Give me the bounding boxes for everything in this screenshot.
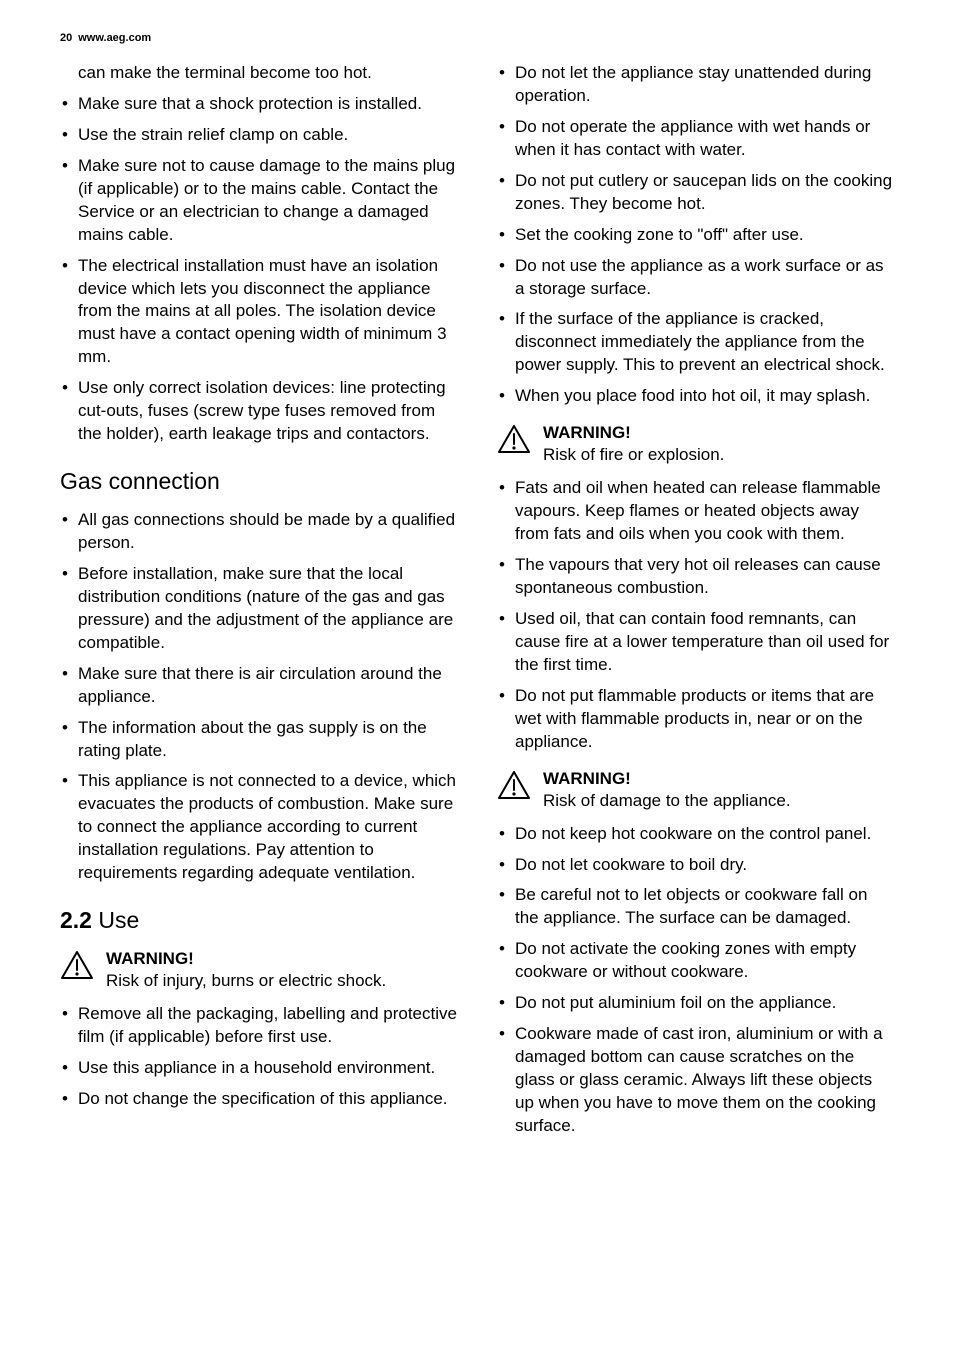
list-item: Do not use the appliance as a work surfa… [497, 255, 894, 301]
list-item: If the surface of the appliance is crack… [497, 308, 894, 377]
list-item: Used oil, that can contain food remnants… [497, 608, 894, 677]
list-item: Use only correct isolation devices: line… [60, 377, 457, 446]
section-use-heading: 2.2 Use [60, 907, 457, 934]
list-item-text: Fats and oil when heated can release fla… [515, 478, 881, 543]
list-item-text: Do not operate the appliance with wet ha… [515, 117, 870, 159]
list-item-text: Remove all the packaging, labelling and … [78, 1004, 457, 1046]
list-item: Do not put cutlery or saucepan lids on t… [497, 170, 894, 216]
list-item-text: Do not use the appliance as a work surfa… [515, 256, 884, 298]
list-item-text: Do not put aluminium foil on the applian… [515, 993, 836, 1012]
list-item-text: Used oil, that can contain food remnants… [515, 609, 889, 674]
warning-block-damage: WARNING! Risk of damage to the appliance… [497, 768, 894, 813]
page-number: 20 [60, 32, 72, 44]
list-item: Do not change the specification of this … [60, 1088, 457, 1111]
section-number: 2.2 [60, 907, 92, 933]
list-item: Do not let cookware to boil dry. [497, 854, 894, 877]
list-item-text: If the surface of the appliance is crack… [515, 309, 885, 374]
list-item: When you place food into hot oil, it may… [497, 385, 894, 408]
list-item: The vapours that very hot oil releases c… [497, 554, 894, 600]
list-item-text: Do not put flammable products or items t… [515, 686, 874, 751]
list-item: Fats and oil when heated can release fla… [497, 477, 894, 546]
list-item: Do not activate the cooking zones with e… [497, 938, 894, 984]
list-item-text: This appliance is not connected to a dev… [78, 771, 456, 882]
section-label: Use [98, 907, 139, 933]
list-item: The electrical installation must have an… [60, 255, 457, 370]
list-item: Cookware made of cast iron, aluminium or… [497, 1023, 894, 1138]
list-item-text: Do not keep hot cookware on the control … [515, 824, 871, 843]
warning-title: WARNING! [106, 948, 457, 970]
warning-triangle-icon [497, 770, 531, 800]
warning-subtitle: Risk of fire or explosion. [543, 444, 894, 467]
continuation-fragment: can make the terminal become too hot. [60, 62, 457, 85]
list-item: Do not let the appliance stay unattended… [497, 62, 894, 108]
list-item-text: Make sure not to cause damage to the mai… [78, 156, 455, 244]
content-columns: can make the terminal become too hot. Ma… [60, 62, 894, 1146]
right-column: Do not let the appliance stay unattended… [497, 62, 894, 1146]
list-item: Do not operate the appliance with wet ha… [497, 116, 894, 162]
list-item-text: Do not put cutlery or saucepan lids on t… [515, 171, 892, 213]
list-item: Make sure that a shock protection is ins… [60, 93, 457, 116]
list-item-text: The electrical installation must have an… [78, 256, 447, 367]
list-item-text: Set the cooking zone to "off" after use. [515, 225, 804, 244]
list-item-text: When you place food into hot oil, it may… [515, 386, 870, 405]
warning-triangle-icon [60, 950, 94, 980]
list-item-text: Do not let cookware to boil dry. [515, 855, 747, 874]
list-item: Use this appliance in a household enviro… [60, 1057, 457, 1080]
damage-risk-list: Do not keep hot cookware on the control … [497, 823, 894, 1138]
list-item-text: Do not let the appliance stay unattended… [515, 63, 871, 105]
list-item: Set the cooking zone to "off" after use. [497, 224, 894, 247]
list-item: Be careful not to let objects or cookwar… [497, 884, 894, 930]
list-item: Make sure not to cause damage to the mai… [60, 155, 457, 247]
list-item-text: Use only correct isolation devices: line… [78, 378, 446, 443]
list-item: Do not put flammable products or items t… [497, 685, 894, 754]
warning-subtitle: Risk of injury, burns or electric shock. [106, 970, 457, 993]
list-item: Make sure that there is air circulation … [60, 663, 457, 709]
left-column: can make the terminal become too hot. Ma… [60, 62, 457, 1146]
list-item: Use the strain relief clamp on cable. [60, 124, 457, 147]
list-item-text: The information about the gas supply is … [78, 718, 427, 760]
warning-triangle-icon [497, 424, 531, 454]
list-item-text: Be careful not to let objects or cookwar… [515, 885, 867, 927]
gas-connection-heading: Gas connection [60, 468, 457, 495]
list-item: The information about the gas supply is … [60, 717, 457, 763]
list-item-text: Make sure that there is air circulation … [78, 664, 442, 706]
warning-block-fire: WARNING! Risk of fire or explosion. [497, 422, 894, 467]
warning-title: WARNING! [543, 768, 894, 790]
page-header: 20 www.aeg.com [60, 32, 894, 44]
operation-list: Do not let the appliance stay unattended… [497, 62, 894, 408]
warning-title: WARNING! [543, 422, 894, 444]
list-item: Before installation, make sure that the … [60, 563, 457, 655]
warning-subtitle: Risk of damage to the appliance. [543, 790, 894, 813]
list-item-text: Use this appliance in a household enviro… [78, 1058, 435, 1077]
fire-risk-list: Fats and oil when heated can release fla… [497, 477, 894, 753]
electrical-list: Make sure that a shock protection is ins… [60, 93, 457, 446]
list-item: Do not keep hot cookware on the control … [497, 823, 894, 846]
list-item-text: The vapours that very hot oil releases c… [515, 555, 881, 597]
list-item-text: Use the strain relief clamp on cable. [78, 125, 348, 144]
list-item-text: Cookware made of cast iron, aluminium or… [515, 1024, 883, 1135]
list-item: Remove all the packaging, labelling and … [60, 1003, 457, 1049]
list-item-text: Before installation, make sure that the … [78, 564, 453, 652]
list-item-text: All gas connections should be made by a … [78, 510, 455, 552]
list-item: Do not put aluminium foil on the applian… [497, 992, 894, 1015]
header-url: www.aeg.com [78, 32, 151, 44]
list-item: This appliance is not connected to a dev… [60, 770, 457, 885]
list-item-text: Make sure that a shock protection is ins… [78, 94, 422, 113]
gas-connection-list: All gas connections should be made by a … [60, 509, 457, 885]
list-item: All gas connections should be made by a … [60, 509, 457, 555]
list-item-text: Do not change the specification of this … [78, 1089, 448, 1108]
warning-block-injury: WARNING! Risk of injury, burns or electr… [60, 948, 457, 993]
use-list: Remove all the packaging, labelling and … [60, 1003, 457, 1111]
list-item-text: Do not activate the cooking zones with e… [515, 939, 856, 981]
